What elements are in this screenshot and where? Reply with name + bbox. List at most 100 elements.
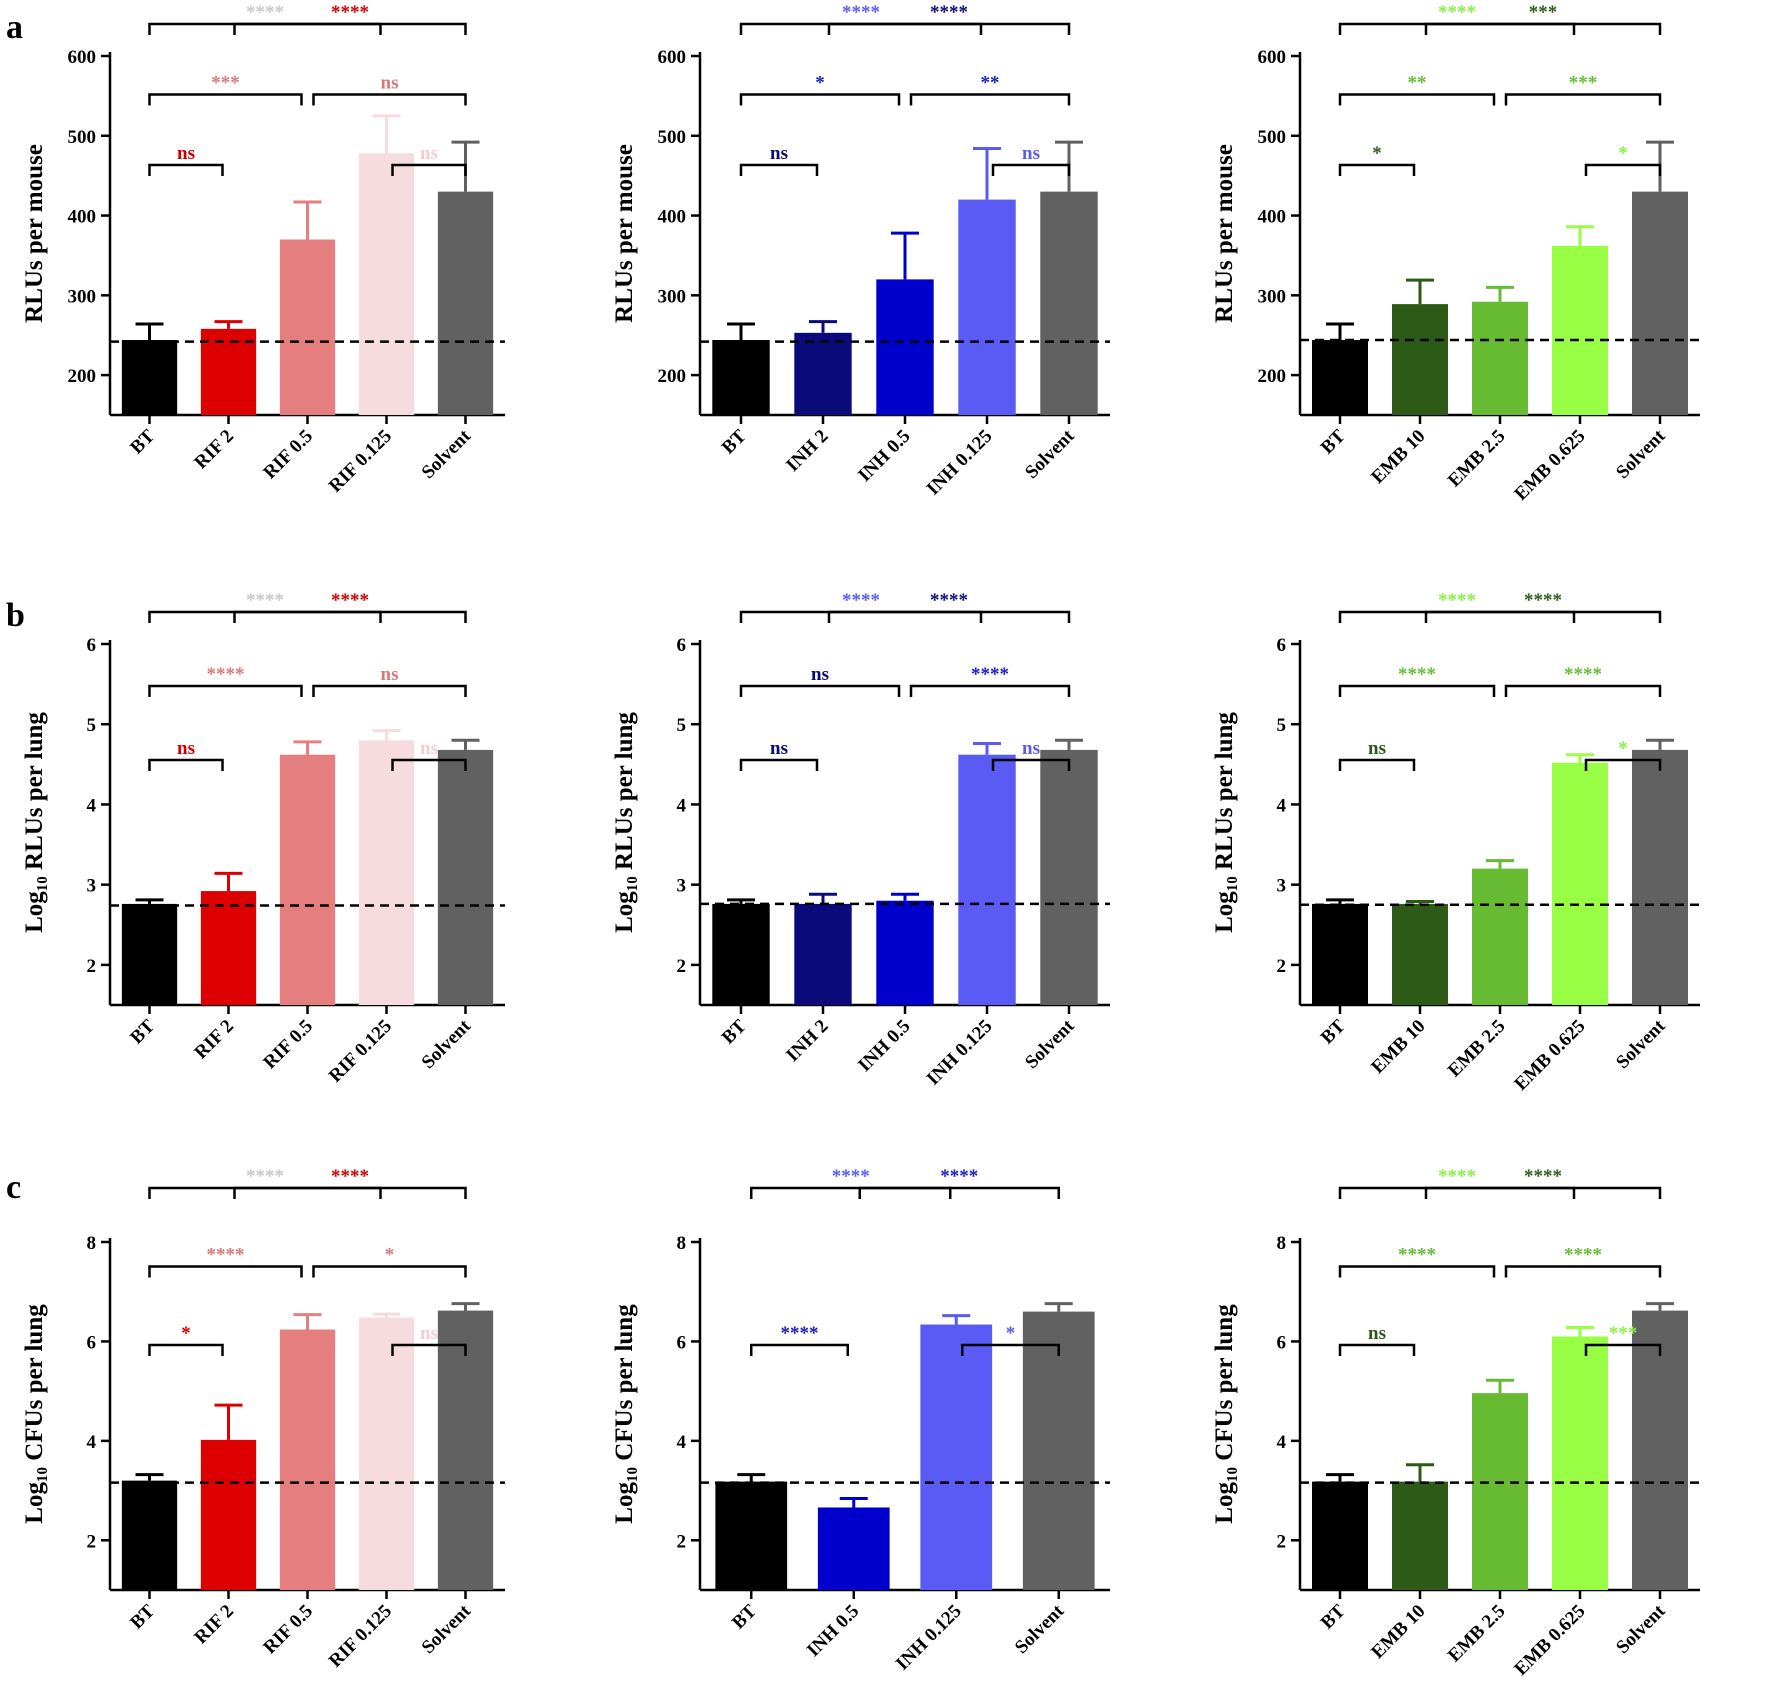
sig-label: ** — [981, 73, 1000, 94]
sig-label: ns — [770, 143, 788, 164]
sig-label: **** — [246, 1166, 284, 1187]
sig-bracket-emb-0-625-solvent: *** — [1584, 1323, 1662, 1356]
y-tick-label: 3 — [677, 876, 687, 897]
category-label-solvent: Solvent — [1612, 425, 1670, 483]
sig-label: ns — [381, 664, 399, 685]
sig-label: ** — [1408, 73, 1427, 94]
chart-c-2: 2 4 6 8 Log₁₀ CFUs per lung BT INH 0.5 INH 0.12… — [611, 1166, 1110, 1675]
sig-label: * — [815, 73, 825, 94]
y-tick-label: 8 — [87, 1233, 97, 1254]
sig-bracket-line — [739, 93, 901, 106]
category-label-solvent: Solvent — [1011, 1600, 1069, 1658]
y-tick-label: 2 — [87, 1531, 97, 1552]
bar-rif-0-5 — [279, 1329, 336, 1590]
sig-label: ns — [381, 73, 399, 94]
sig-bracket-line — [148, 1186, 382, 1199]
sig-bracket-rif-0-125-solvent: ns — [391, 1323, 467, 1356]
bar-emb-2-5 — [1472, 868, 1528, 1005]
sig-bracket-emb-2-5-solvent: **** — [1504, 664, 1662, 697]
y-axis-label: Log₁₀ CFUs per lung — [611, 1304, 638, 1524]
category-label-inh-0-125: INH 0.125 — [923, 426, 997, 500]
y-tick-label: 4 — [87, 795, 97, 816]
sig-label: ns — [1368, 738, 1386, 759]
bar-inh-2 — [794, 332, 852, 415]
bar-solvent — [1040, 749, 1098, 1005]
sig-bracket-bt-inh-0-5: * — [739, 73, 901, 106]
sig-bracket-emb-0-625-solvent: * — [1584, 143, 1662, 176]
y-axis-label: RLUs per mouse — [611, 144, 638, 323]
category-label-inh-0-5: INH 0.5 — [803, 1601, 863, 1661]
sig-bracket-line — [148, 93, 303, 106]
bar-solvent — [1040, 191, 1098, 415]
sig-bracket-line — [148, 610, 382, 623]
bar-emb-0-625 — [1552, 762, 1608, 1005]
sig-label: **** — [930, 590, 968, 611]
chart-b-1: 2 3 4 5 6 Log₁₀ RLUs per lung BT RIF 2 RIF 0.5 RI… — [21, 590, 505, 1087]
bar-solvent — [437, 1310, 494, 1590]
sig-label: **** — [842, 2, 880, 23]
category-label-rif-0-5: RIF 0.5 — [259, 426, 317, 484]
sig-bracket-line — [1338, 610, 1576, 623]
chart-c-3: 2 4 6 8 Log₁₀ CFUs per lung BT EMB 10 EMB 2.5 EM… — [1211, 1166, 1700, 1680]
bar-bt — [1312, 903, 1368, 1005]
sig-bracket-line — [991, 758, 1071, 771]
category-label-bt: BT — [126, 1015, 159, 1048]
sig-bracket-bt-inh-2: ns — [739, 143, 819, 176]
bar-bt — [121, 1480, 178, 1590]
panel-label-a: a — [6, 9, 23, 46]
y-tick-label: 6 — [87, 1332, 97, 1353]
y-tick-label: 4 — [677, 1432, 687, 1453]
sig-bracket-line — [1338, 684, 1496, 697]
category-label-inh-0-125: INH 0.125 — [923, 1016, 997, 1090]
sig-label: ns — [770, 738, 788, 759]
sig-label: * — [1618, 738, 1628, 759]
sig-bracket-emb-10-solvent: **** — [1424, 1166, 1662, 1199]
sig-label: *** — [211, 73, 240, 94]
sig-bracket-emb-10-solvent: *** — [1424, 2, 1662, 35]
category-label-emb-10: EMB 10 — [1367, 1016, 1429, 1078]
sig-bracket-inh-2-solvent: **** — [827, 590, 1071, 623]
y-tick-label: 3 — [87, 876, 97, 897]
sig-bracket-inh-0-5-solvent: **** — [909, 664, 1071, 697]
y-tick-label: 5 — [1277, 715, 1287, 736]
y-tick-label: 200 — [658, 366, 687, 387]
sig-label: **** — [940, 1166, 978, 1187]
y-tick-label: 600 — [68, 47, 97, 68]
sig-bracket-emb-0-625-solvent: * — [1584, 738, 1662, 771]
sig-label: *** — [1569, 73, 1598, 94]
category-label-inh-2: INH 2 — [782, 1016, 832, 1066]
y-tick-label: 400 — [658, 207, 687, 228]
chart-c-1: 2 4 6 8 Log₁₀ CFUs per lung BT RIF 2 RIF 0.5 RIF… — [21, 1166, 505, 1672]
category-label-emb-10: EMB 10 — [1367, 426, 1429, 488]
sig-bracket-bt-emb-10: ns — [1338, 738, 1416, 771]
category-label-emb-0-625: EMB 0.625 — [1510, 426, 1589, 505]
y-axis-label: Log₁₀ CFUs per lung — [1211, 1304, 1238, 1524]
y-axis-label: Log₁₀ RLUs per lung — [611, 712, 638, 933]
y-tick-label: 5 — [87, 715, 97, 736]
category-label-solvent: Solvent — [418, 1015, 476, 1073]
sig-bracket-bt-inh-2: ns — [739, 738, 819, 771]
sig-bracket-rif-2-solvent: **** — [233, 590, 467, 623]
sig-bracket-bt-inh-0-5: **** — [750, 1323, 849, 1356]
category-label-solvent: Solvent — [1612, 1600, 1670, 1658]
y-tick-label: 4 — [677, 795, 687, 816]
category-label-solvent: Solvent — [418, 425, 476, 483]
sig-label: * — [181, 1323, 191, 1344]
category-label-solvent: Solvent — [1021, 1015, 1079, 1073]
y-tick-label: 300 — [1258, 286, 1287, 307]
sig-bracket-line — [148, 163, 224, 176]
y-tick-label: 8 — [677, 1233, 687, 1254]
y-axis-label: Log₁₀ RLUs per lung — [21, 712, 48, 933]
sig-label: * — [1372, 143, 1382, 164]
sig-bracket-line — [739, 163, 819, 176]
sig-label: **** — [207, 664, 245, 685]
y-tick-label: 2 — [677, 1531, 687, 1552]
category-label-rif-0-125: RIF 0.125 — [325, 1016, 396, 1087]
sig-label: **** — [1438, 2, 1476, 23]
bar-emb-0-625 — [1552, 1336, 1608, 1590]
sig-label: *** — [1529, 2, 1558, 23]
sig-bracket-rif-0-5-solvent: * — [312, 1245, 467, 1278]
sig-bracket-line — [148, 1343, 224, 1356]
sig-label: **** — [1564, 664, 1602, 685]
category-label-rif-0-125: RIF 0.125 — [325, 426, 396, 497]
